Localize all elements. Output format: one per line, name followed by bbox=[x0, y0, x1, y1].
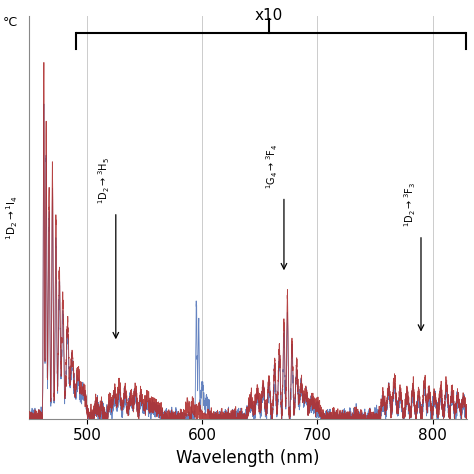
Text: $^1$D$_2$$\rightarrow$$^3$H$_5$: $^1$D$_2$$\rightarrow$$^3$H$_5$ bbox=[97, 157, 112, 204]
Text: $^1$G$_4$$\rightarrow$$^3$F$_4$: $^1$G$_4$$\rightarrow$$^3$F$_4$ bbox=[265, 144, 281, 189]
Text: $^1$D$_2$$\rightarrow$$^1$I$_4$: $^1$D$_2$$\rightarrow$$^1$I$_4$ bbox=[4, 195, 20, 240]
Text: °C: °C bbox=[3, 17, 18, 29]
Text: x10: x10 bbox=[255, 8, 283, 22]
X-axis label: Wavelength (nm): Wavelength (nm) bbox=[176, 449, 320, 467]
Text: $^1$D$_2$$\rightarrow$$^3$F$_3$: $^1$D$_2$$\rightarrow$$^3$F$_3$ bbox=[402, 182, 418, 227]
